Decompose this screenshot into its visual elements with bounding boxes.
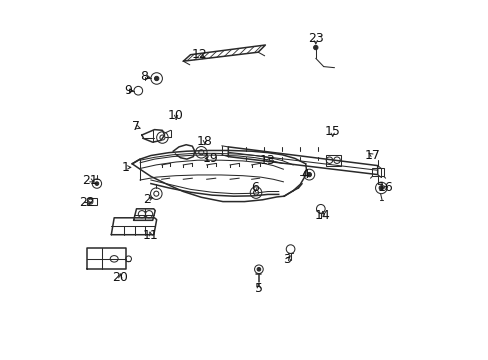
Circle shape bbox=[306, 172, 311, 177]
Circle shape bbox=[257, 267, 260, 271]
Text: 16: 16 bbox=[377, 181, 393, 194]
Text: 14: 14 bbox=[314, 209, 330, 222]
Text: 17: 17 bbox=[364, 149, 380, 162]
Text: 7: 7 bbox=[131, 120, 140, 133]
Text: 20: 20 bbox=[112, 271, 128, 284]
Circle shape bbox=[378, 186, 383, 190]
Text: 12: 12 bbox=[191, 48, 207, 61]
Text: 4: 4 bbox=[301, 168, 309, 181]
Text: 1: 1 bbox=[122, 161, 129, 174]
Text: 5: 5 bbox=[254, 282, 263, 294]
Bar bbox=[325, 155, 340, 166]
Text: 3: 3 bbox=[283, 253, 290, 266]
Text: 8: 8 bbox=[140, 70, 148, 83]
Circle shape bbox=[313, 45, 317, 50]
Text: 21: 21 bbox=[81, 174, 98, 186]
Text: 19: 19 bbox=[202, 152, 218, 165]
Text: 22: 22 bbox=[79, 196, 95, 209]
Text: 9: 9 bbox=[124, 84, 132, 97]
Text: 6: 6 bbox=[251, 181, 259, 194]
Circle shape bbox=[95, 182, 99, 185]
Bar bbox=[371, 168, 383, 176]
Text: 2: 2 bbox=[142, 193, 150, 206]
Text: 23: 23 bbox=[307, 32, 323, 45]
Text: 18: 18 bbox=[197, 135, 212, 148]
Text: 13: 13 bbox=[260, 154, 275, 167]
Text: 15: 15 bbox=[324, 125, 340, 138]
Text: 11: 11 bbox=[142, 229, 159, 242]
Bar bbox=[87, 198, 97, 205]
Circle shape bbox=[154, 76, 159, 81]
Text: 10: 10 bbox=[168, 109, 183, 122]
